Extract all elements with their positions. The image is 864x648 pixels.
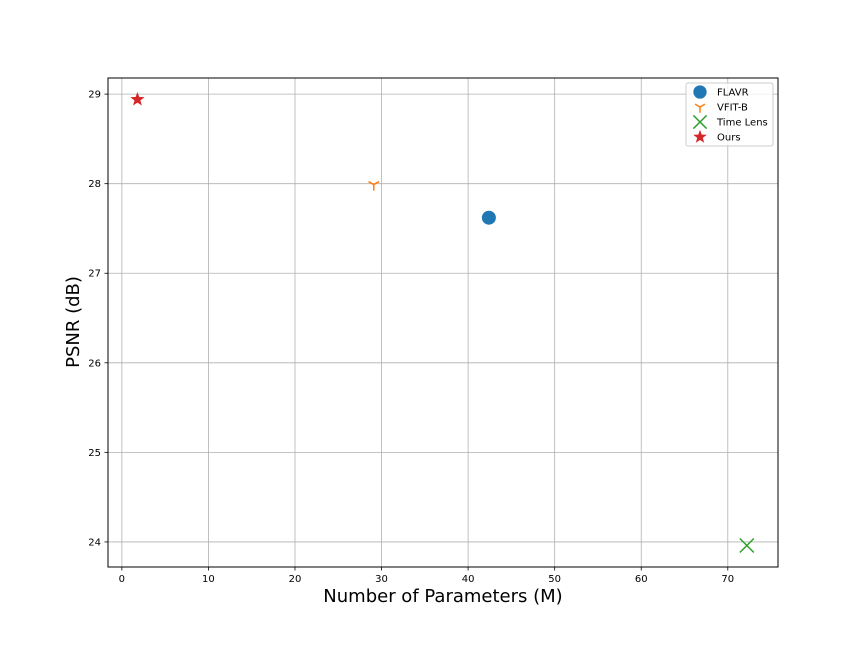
legend-label: VFIT-B	[717, 103, 748, 114]
legend-label: Time Lens	[716, 118, 768, 129]
y-tick-label: 26	[88, 358, 101, 369]
data-point-flavr	[481, 210, 496, 225]
y-axis-label: PSNR (dB)	[63, 276, 84, 368]
legend-label: Ours	[717, 133, 741, 144]
legend-marker-ours	[693, 129, 707, 143]
x-axis-label: Number of Parameters (M)	[323, 586, 562, 607]
plot-frame	[107, 77, 779, 568]
legend-marker-flavr	[693, 85, 707, 99]
data-point-vfit-b	[368, 180, 380, 191]
y-tick-label: 24	[88, 537, 101, 548]
legend-marker-vfit-b	[694, 103, 706, 113]
x-tick-label: 70	[721, 574, 734, 585]
y-tick-label: 25	[88, 448, 101, 459]
x-tick-label: 20	[289, 574, 302, 585]
data-point-ours	[130, 91, 145, 106]
y-tick-label: 29	[88, 90, 101, 101]
axis-ticks: 0 10 20 30 40 50 60 70 24 25 26 27 28 29	[88, 90, 734, 585]
x-tick-label: 60	[635, 574, 648, 585]
x-tick-label: 40	[462, 574, 475, 585]
grid-lines	[108, 78, 778, 567]
y-tick-label: 27	[88, 269, 101, 280]
x-tick-label: 30	[375, 574, 388, 585]
data-points	[130, 91, 755, 554]
legend-box	[685, 82, 774, 147]
y-tick-label: 28	[88, 179, 101, 190]
x-tick-label: 0	[119, 574, 125, 585]
legend-label: FLAVR	[717, 88, 749, 99]
legend: FLAVR VFIT-B Time Lens Ours	[685, 82, 774, 147]
legend-marker-time-lens	[692, 114, 708, 130]
x-tick-label: 50	[548, 574, 561, 585]
plot-area	[108, 78, 778, 567]
x-tick-label: 10	[202, 574, 215, 585]
data-point-time-lens	[739, 537, 755, 554]
